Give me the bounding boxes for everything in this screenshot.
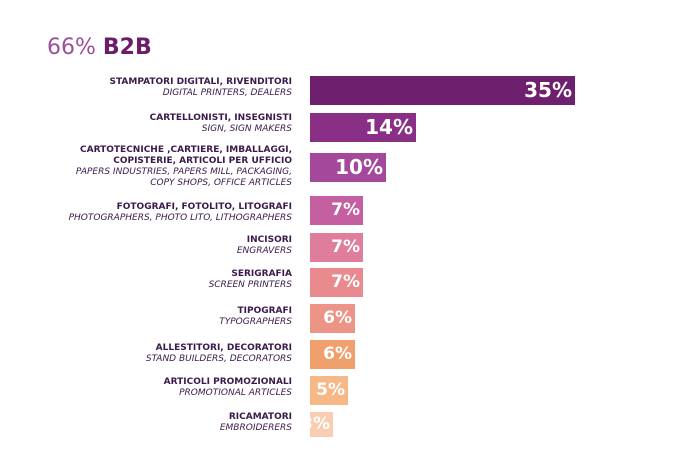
category-sublabel: STAND BUILDERS, DECORATORS bbox=[145, 354, 292, 364]
bar-value-label: 7% bbox=[331, 237, 360, 257]
category-sublabel: PAPERS INDUSTRIES, PAPERS MILL, PACKAGIN… bbox=[75, 167, 292, 188]
bar bbox=[310, 304, 355, 333]
bar bbox=[310, 412, 333, 437]
bar-value-label: 7% bbox=[331, 272, 360, 292]
category-label: CARTELLONISTI, INSEGNISTI bbox=[149, 113, 292, 123]
bar-value-label: 7% bbox=[331, 200, 360, 220]
bar bbox=[310, 76, 575, 105]
category-label: RICAMATORI bbox=[228, 412, 292, 422]
bar bbox=[310, 113, 416, 142]
category-sublabel: PHOTOGRAPHERS, PHOTO LITO, LITHOGRAPHERS bbox=[68, 213, 292, 223]
bar-value-label: 14% bbox=[365, 115, 413, 139]
category-label: ARTICOLI PROMOZIONALI bbox=[163, 377, 292, 387]
category-label: CARTOTECNICHE ,CARTIERE, IMBALLAGGI, COP… bbox=[80, 145, 292, 166]
bar bbox=[310, 340, 355, 369]
category-sublabel: EMBROIDERERS bbox=[219, 423, 292, 433]
category-label: ALLESTITORI, DECORATORI bbox=[155, 343, 292, 353]
bar bbox=[310, 233, 363, 262]
bar-value-label: 5% bbox=[316, 380, 345, 400]
category-label: TIPOGRAFI bbox=[237, 306, 292, 316]
bar-value-label: 6% bbox=[323, 308, 352, 328]
chart-title: 66% B2B bbox=[47, 34, 152, 62]
bar-value-label: 10% bbox=[335, 155, 383, 179]
category-sublabel: SIGN, SIGN MAKERS bbox=[201, 124, 292, 134]
bar-value-label: 3% bbox=[301, 414, 330, 434]
category-sublabel: DIGITAL PRINTERS, DEALERS bbox=[162, 88, 292, 98]
bar-value-label: 35% bbox=[524, 78, 572, 102]
bar-value-label: 6% bbox=[323, 344, 352, 364]
category-sublabel: PROMOTIONAL ARTICLES bbox=[179, 388, 292, 398]
category-label: SERIGRAFIA bbox=[231, 269, 292, 279]
bar bbox=[310, 376, 348, 405]
bar bbox=[310, 153, 386, 182]
category-sublabel: SCREEN PRINTERS bbox=[208, 280, 292, 290]
category-label: INCISORI bbox=[246, 235, 292, 245]
category-sublabel: ENGRAVERS bbox=[236, 246, 292, 256]
category-label: FOTOGRAFI, FOTOLITO, LITOGRAFI bbox=[116, 202, 292, 212]
category-sublabel: TYPOGRAPHERS bbox=[219, 317, 292, 327]
bar bbox=[310, 196, 363, 225]
category-label: STAMPATORI DIGITALI, RIVENDITORI bbox=[109, 77, 293, 87]
bar bbox=[310, 268, 363, 297]
title-segment: B2B bbox=[102, 35, 152, 60]
title-percent: 66% bbox=[47, 35, 96, 60]
